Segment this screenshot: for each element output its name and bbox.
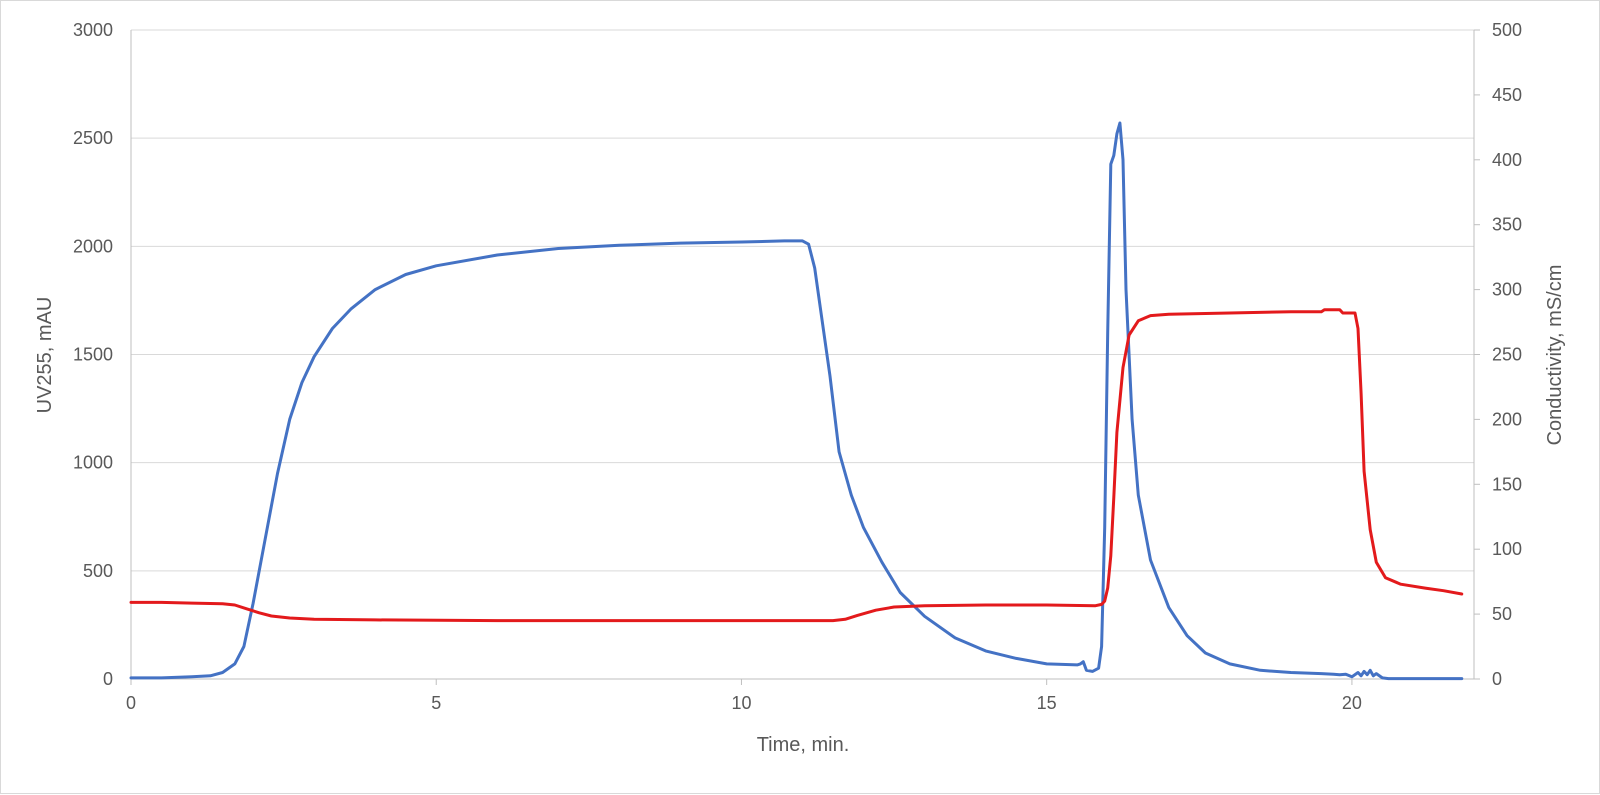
y-right-tick-label: 250 (1492, 345, 1522, 365)
y-right-tick-label: 0 (1492, 669, 1502, 689)
y-right-tick-label: 400 (1492, 150, 1522, 170)
y-right-tick-label: 100 (1492, 539, 1522, 559)
y-left-tick-label: 1500 (73, 345, 113, 365)
series-lines (129, 121, 1464, 681)
y-right-tick-label: 50 (1492, 604, 1512, 624)
conductivity-series-line (129, 308, 1464, 623)
uv255-series-line (129, 121, 1464, 681)
x-tick-label: 10 (731, 693, 751, 713)
y-axis-right-title: Conductivity, mS/cm (1544, 265, 1566, 446)
y-left-tick-label: 2500 (73, 128, 113, 148)
y-axis-left-title: UV255, mAU (34, 297, 56, 414)
y-left-tick-label: 2000 (73, 236, 113, 256)
y-right-tick-label: 300 (1492, 280, 1522, 300)
y-right-tick-label: 500 (1492, 20, 1522, 40)
x-tick-label: 0 (126, 693, 136, 713)
tick-labels: 0 5 10 15 2005001000150020002500300005010015… (73, 20, 1522, 713)
y-left-tick-label: 500 (83, 561, 113, 581)
y-right-tick-label: 350 (1492, 215, 1522, 235)
gridlines (131, 29, 1474, 680)
y-right-tick-label: 150 (1492, 474, 1522, 494)
x-tick-label: 5 (431, 693, 441, 713)
y-right-tick-label: 450 (1492, 85, 1522, 105)
y-left-tick-label: 3000 (73, 20, 113, 40)
y-right-tick-label: 200 (1492, 409, 1522, 429)
x-axis-title: Time, min. (757, 734, 850, 756)
y-left-tick-label: 1000 (73, 453, 113, 473)
y-left-tick-label: 0 (103, 669, 113, 689)
x-tick-label: 15 (1037, 693, 1057, 713)
x-tick-label: 20 (1342, 693, 1362, 713)
axes (130, 29, 1480, 685)
